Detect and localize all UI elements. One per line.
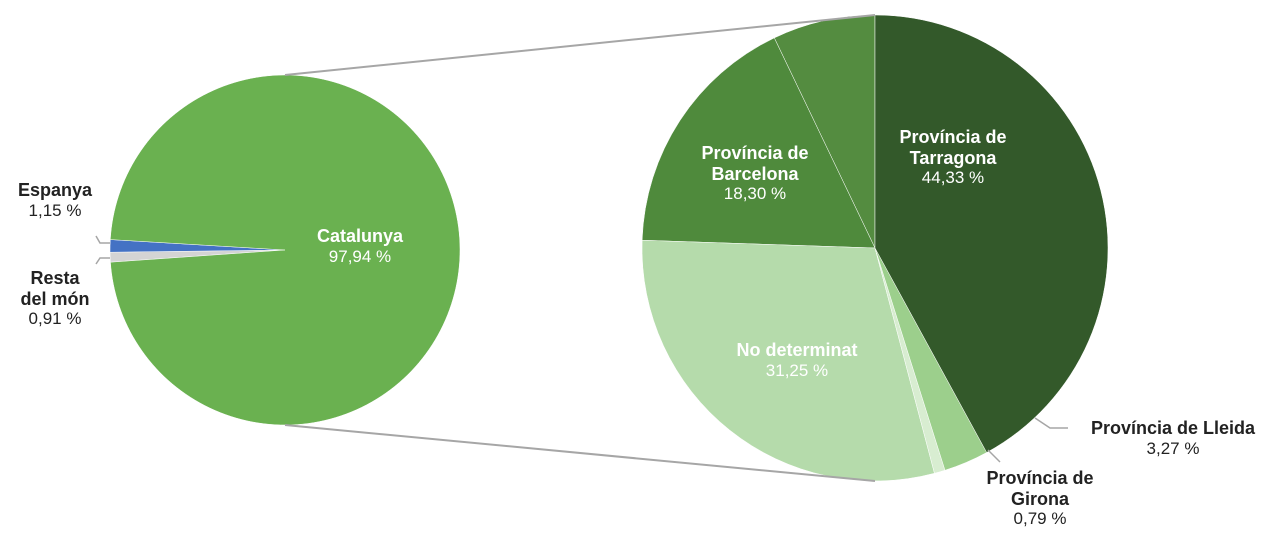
leader-line [987,449,1001,463]
value-label: 1,15 % [28,200,82,220]
value-label: 0,79 % [1013,509,1067,529]
leader-line [95,257,110,265]
category-label: Catalunya [316,226,404,246]
value-label: 31,25 % [765,360,829,380]
category-label: Espanya [17,180,93,200]
slice-label: Resta del món 0,91 % [15,268,95,329]
category-label: Província de Girona [986,468,1094,509]
slice-label: Província de Barcelona 18,30 % [680,143,830,204]
pie-slice [641,239,935,482]
slice-label: Província de Lleida 3,27 % [1058,418,1274,458]
connector-line [284,424,876,482]
value-label: 18,30 % [723,184,787,204]
slice-label: Espanya 1,15 % [0,180,115,220]
connector-line [284,14,876,76]
category-label: No determinat [736,340,858,360]
category-label: Província de Tarragona [899,127,1007,168]
slice-label: Província de Girona 0,79 % [985,468,1095,529]
value-label: 0,91 % [28,309,82,329]
pie-slice [641,37,876,249]
value-label: 44,33 % [921,168,985,188]
category-label: Província de Lleida [1090,418,1256,438]
leader-line [95,235,110,244]
slice-label: Província de Tarragona 44,33 % [878,127,1028,188]
leader-line [1034,417,1068,429]
category-label: Resta del món [20,268,90,309]
slice-label: No determinat 31,25 % [697,340,897,380]
pie-slice [874,14,1109,453]
pie-slice [110,74,461,426]
slice-label: Catalunya 97,94 % [260,226,460,266]
category-label: Província de Barcelona [701,143,809,184]
value-label: 3,27 % [1146,438,1200,458]
value-label: 97,94 % [328,246,392,266]
